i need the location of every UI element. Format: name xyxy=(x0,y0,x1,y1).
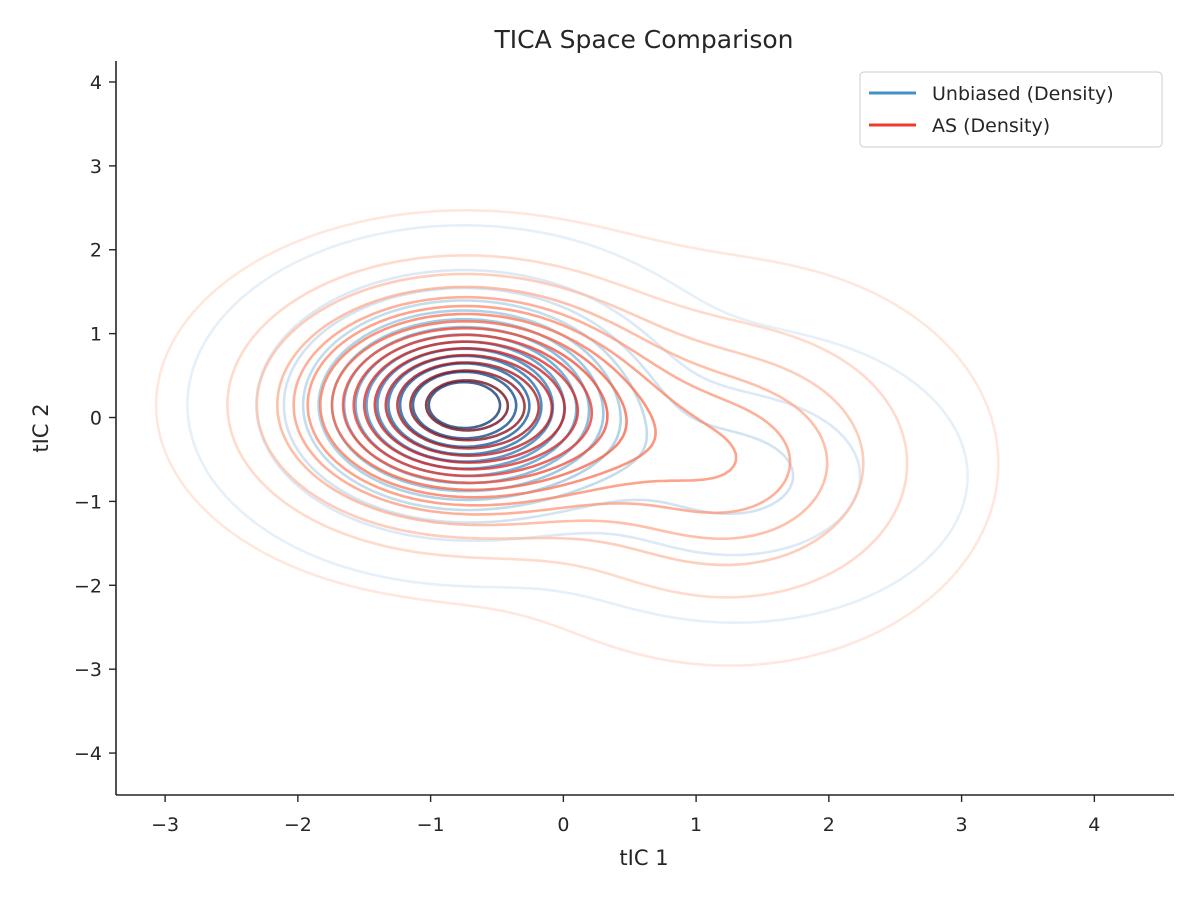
contour-line xyxy=(330,320,628,492)
contour-line xyxy=(306,304,738,507)
contour-line xyxy=(341,327,609,485)
y-tick-label: 1 xyxy=(90,324,102,346)
contour-line xyxy=(376,347,555,463)
x-tick-label: 4 xyxy=(1088,814,1100,836)
contour-line xyxy=(373,347,566,464)
legend-label-unbiased: Unbiased (Density) xyxy=(932,83,1114,105)
contour-line xyxy=(292,295,792,516)
contour-line xyxy=(255,272,865,567)
x-tick-label: −1 xyxy=(417,814,445,836)
contour-line xyxy=(427,380,502,430)
x-axis-label: tIC 1 xyxy=(619,846,668,870)
contour-line xyxy=(362,340,580,471)
contour-line xyxy=(186,224,969,624)
legend-frame xyxy=(859,71,1163,148)
contour-series xyxy=(154,209,1000,667)
x-tick-label: −3 xyxy=(151,814,179,836)
x-tick-label: 3 xyxy=(956,814,968,836)
x-axis-ticks: −3 −2 −1 0 1 2 3 4 xyxy=(151,795,1100,836)
y-tick-label: −1 xyxy=(74,491,102,513)
contour-line xyxy=(282,286,795,524)
contour-line xyxy=(301,299,649,512)
contour-series xyxy=(186,224,969,624)
y-tick-label: −3 xyxy=(74,659,102,681)
chart-title: TICA Space Comparison xyxy=(494,25,794,54)
legend: Unbiased (Density) AS (Density) xyxy=(859,71,1163,148)
contour-line xyxy=(411,370,518,440)
contour-line xyxy=(319,312,657,499)
contour-line xyxy=(409,369,526,442)
y-tick-label: 2 xyxy=(90,240,102,262)
y-axis-ticks: −4 −3 −2 −1 0 1 2 3 4 xyxy=(74,72,116,765)
contour-line xyxy=(396,361,540,450)
contour-line xyxy=(352,333,593,478)
y-tick-label: 3 xyxy=(90,156,102,178)
x-tick-label: 1 xyxy=(690,814,702,836)
y-tick-label: 4 xyxy=(90,72,102,94)
contour-line xyxy=(384,353,554,457)
legend-label-as: AS (Density) xyxy=(932,115,1050,137)
contour-line xyxy=(226,254,909,599)
contour-layer xyxy=(154,209,1000,667)
x-tick-label: 2 xyxy=(823,814,835,836)
contour-line xyxy=(424,379,510,432)
contour-line xyxy=(154,209,1000,667)
contour-line xyxy=(398,362,531,449)
y-tick-label: −4 xyxy=(74,743,102,765)
y-axis-label: tIC 2 xyxy=(29,403,53,452)
y-tick-label: −2 xyxy=(74,575,102,597)
x-tick-label: 0 xyxy=(557,814,569,836)
y-tick-label: 0 xyxy=(90,408,102,430)
x-tick-label: −2 xyxy=(284,814,312,836)
contour-line xyxy=(276,285,829,540)
